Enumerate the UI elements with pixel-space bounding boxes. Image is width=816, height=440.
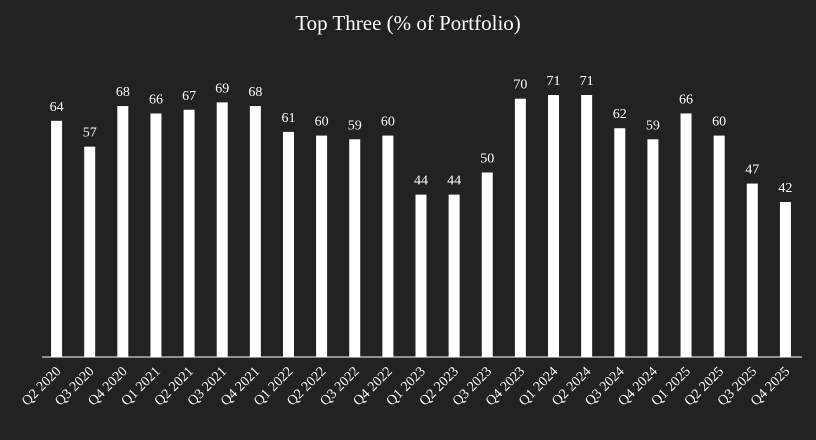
bar <box>84 146 96 357</box>
value-label: 60 <box>315 115 329 130</box>
value-label: 64 <box>50 100 64 115</box>
bar <box>746 183 758 357</box>
bar <box>481 172 493 357</box>
bar <box>448 194 460 357</box>
bar <box>647 139 659 357</box>
bar <box>216 102 228 357</box>
chart-title: Top Three (% of Portfolio) <box>295 11 521 35</box>
bar <box>117 106 129 357</box>
bar <box>581 95 593 357</box>
value-label: 44 <box>447 174 461 189</box>
bar <box>316 135 328 357</box>
bar <box>680 113 692 357</box>
value-label: 60 <box>712 115 726 130</box>
value-label: 68 <box>116 85 130 100</box>
value-label: 61 <box>281 111 295 126</box>
value-label: 67 <box>182 89 196 104</box>
bar <box>150 113 162 357</box>
value-label: 42 <box>778 181 792 196</box>
bar <box>614 128 626 357</box>
value-label: 71 <box>580 74 594 89</box>
bar <box>249 106 261 357</box>
value-label: 71 <box>547 74 561 89</box>
value-label: 44 <box>414 174 428 189</box>
value-label: 47 <box>745 163 759 178</box>
value-label: 70 <box>513 78 527 93</box>
value-label: 59 <box>348 118 362 133</box>
value-label: 69 <box>215 81 229 96</box>
value-label: 57 <box>83 126 97 141</box>
value-label: 66 <box>149 92 163 107</box>
value-label: 68 <box>248 85 262 100</box>
bar <box>349 139 361 357</box>
bar <box>548 95 560 357</box>
bar <box>713 135 725 357</box>
bar <box>779 202 791 357</box>
bar <box>51 120 63 357</box>
value-label: 62 <box>613 107 627 122</box>
value-label: 66 <box>679 92 693 107</box>
value-label: 50 <box>480 151 494 166</box>
bar <box>183 109 195 358</box>
bar <box>514 98 526 358</box>
bar <box>382 135 394 357</box>
value-label: 60 <box>381 115 395 130</box>
bar <box>415 194 427 357</box>
bar <box>282 131 294 357</box>
value-label: 59 <box>646 118 660 133</box>
